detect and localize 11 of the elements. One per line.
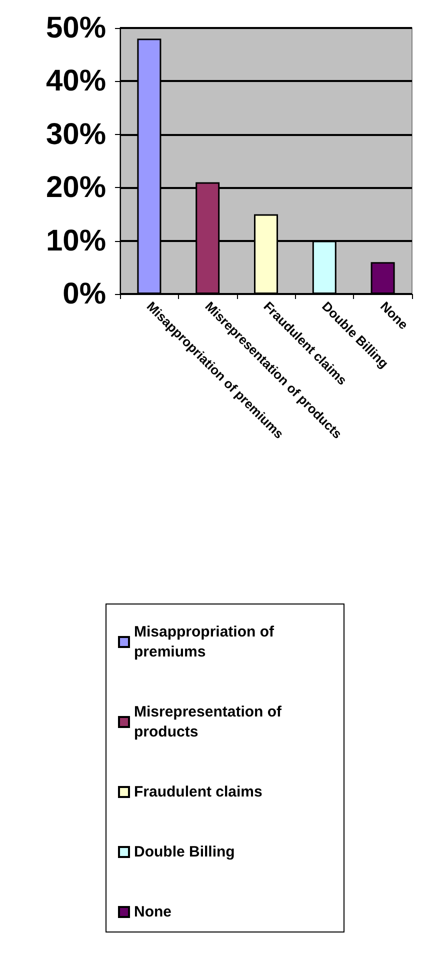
y-tick-label: 20%: [46, 171, 106, 204]
legend-label: Misappropriation of premiums: [134, 624, 278, 660]
legend-label: Fraudulent claims: [134, 784, 262, 800]
y-tick-label: 10%: [46, 224, 106, 258]
y-tick-label: 0%: [62, 278, 106, 310]
legend-label: Double Billing: [134, 844, 235, 860]
legend-label: Misrepresentation of products: [134, 704, 286, 740]
y-tick-label: 30%: [46, 118, 106, 151]
y-tick-label: 40%: [46, 64, 106, 98]
y-tick-label: 50%: [46, 12, 106, 44]
legend-label: None: [134, 904, 172, 920]
